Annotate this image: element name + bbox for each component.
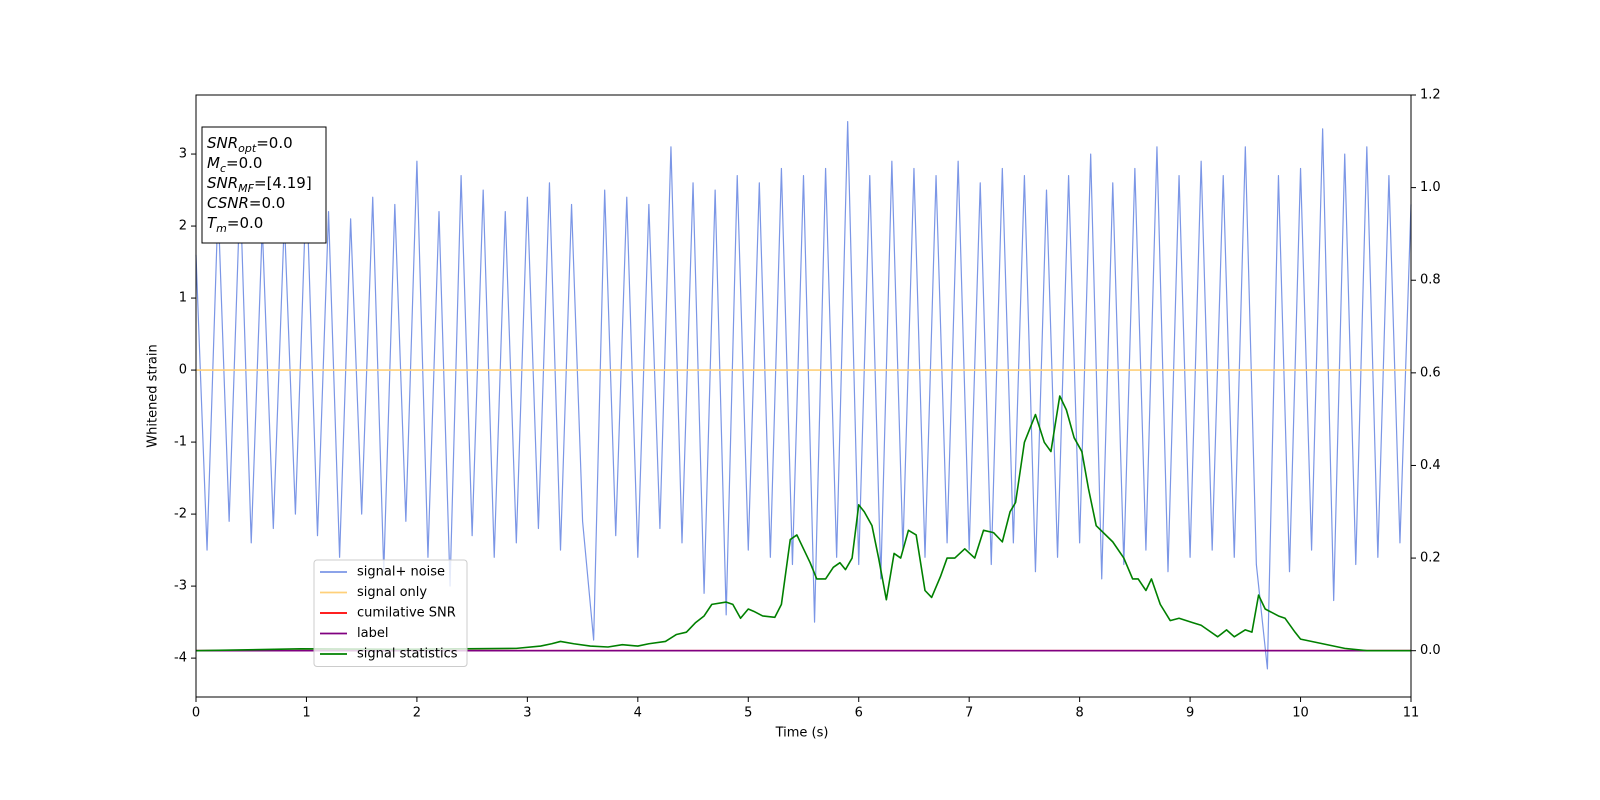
annotation-subscript: c xyxy=(220,162,226,175)
x-tick-label: 10 xyxy=(1292,706,1309,721)
annotation: SNRMF=[4.19] xyxy=(207,174,312,195)
y-tick-label: 0 xyxy=(179,363,187,378)
y2-tick-label: 1.2 xyxy=(1420,88,1441,103)
y-tick-label: -2 xyxy=(174,507,187,522)
legend-label: signal statistics xyxy=(357,647,458,662)
annotation: CSNR=0.0 xyxy=(207,194,285,212)
annotation-symbol: T xyxy=(207,214,218,232)
legend-label: cumilative SNR xyxy=(357,606,456,621)
x-tick-label: 4 xyxy=(634,706,642,721)
annotation: Tm=0.0 xyxy=(207,214,263,235)
y-tick-label: 3 xyxy=(179,147,187,162)
y2-tick-label: 0.4 xyxy=(1420,458,1441,473)
x-tick-label: 0 xyxy=(192,706,200,721)
annotation-symbol: SNR xyxy=(207,174,238,192)
annotation-symbol: M xyxy=(207,154,220,172)
y-tick-label: 2 xyxy=(179,219,187,234)
legend-label: signal+ noise xyxy=(357,565,445,580)
y2-tick-label: 0.0 xyxy=(1420,643,1441,658)
legend: signal+ noise signal only cumilative SNR la… xyxy=(313,559,468,667)
y-tick-label: 1 xyxy=(179,291,187,306)
annotation-text: =0.0 xyxy=(249,194,285,212)
annotation-subscript: opt xyxy=(238,142,257,155)
x-tick-label: 8 xyxy=(1075,706,1083,721)
legend-frame xyxy=(313,559,468,667)
y-tick-label: -3 xyxy=(174,579,187,594)
annotation: SNRopt=0.0 xyxy=(207,134,293,155)
y2-tick-label: 0.6 xyxy=(1420,365,1441,380)
annotation-frame xyxy=(201,126,327,244)
annotation-text: =0.0 xyxy=(227,214,263,232)
annotation-text: =[4.19] xyxy=(254,174,312,192)
y-axis-label: Whitened strain xyxy=(146,344,161,447)
x-axis-label: Time (s) xyxy=(775,726,829,741)
annotation-symbol: CSNR xyxy=(207,194,249,212)
x-tick-label: 11 xyxy=(1403,706,1420,721)
series-line xyxy=(195,121,1412,670)
annotation-text: =0.0 xyxy=(226,154,262,172)
annotation-subscript: m xyxy=(216,222,227,235)
axes-frame xyxy=(195,94,1412,698)
legend-label: signal only xyxy=(357,585,427,600)
annotation-text: =0.0 xyxy=(256,134,292,152)
annotation-box: SNRopt=0.0Mc=0.0SNRMF=[4.19]CSNR=0.0Tm=0… xyxy=(201,126,327,244)
x-tick-label: 9 xyxy=(1186,706,1194,721)
x-tick-label: 3 xyxy=(523,706,531,721)
y2-tick-label: 1.0 xyxy=(1420,180,1441,195)
annotation-subscript: MF xyxy=(238,182,254,195)
y2-tick-label: 0.2 xyxy=(1420,551,1441,566)
x-tick-label: 1 xyxy=(302,706,310,721)
y-tick-label: -1 xyxy=(174,435,187,450)
annotation-symbol: SNR xyxy=(207,134,238,152)
x-tick-label: 6 xyxy=(855,706,863,721)
y2-tick-label: 0.8 xyxy=(1420,273,1441,288)
x-tick-label: 7 xyxy=(965,706,973,721)
y-tick-label: -4 xyxy=(174,651,187,666)
annotation: Mc=0.0 xyxy=(207,154,262,175)
legend-label: label xyxy=(357,626,388,641)
x-tick-label: 5 xyxy=(744,706,752,721)
series-line xyxy=(195,395,1411,652)
x-tick-label: 2 xyxy=(413,706,421,721)
